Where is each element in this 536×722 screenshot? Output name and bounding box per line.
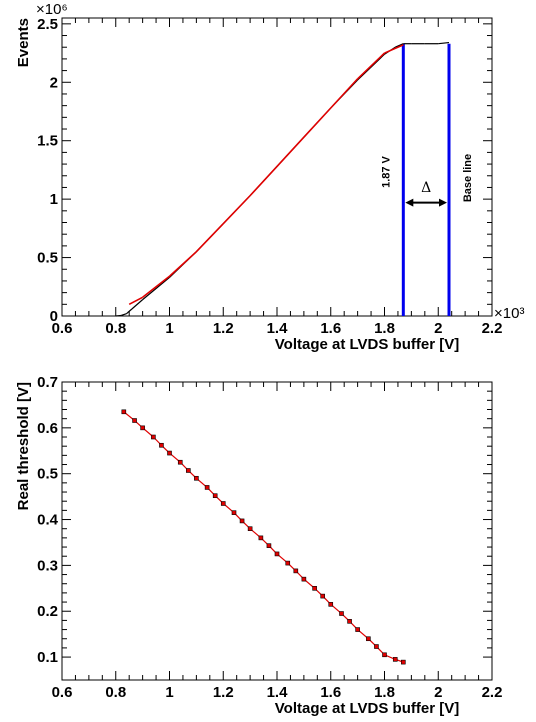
data-point xyxy=(258,535,264,541)
delta-arrowhead-right xyxy=(439,198,447,207)
data-point xyxy=(401,659,406,665)
data-point xyxy=(159,442,164,448)
x-axis-title: Voltage at LVDS buffer [V] xyxy=(275,700,459,717)
y-tick-label: 0.6 xyxy=(37,420,58,437)
data-point xyxy=(194,475,199,481)
data-point xyxy=(355,627,360,632)
fit-segment xyxy=(330,78,359,109)
x-axis-title: Voltage at LVDS buffer [V] xyxy=(275,336,459,353)
y-axis-multiplier: ×10⁶ xyxy=(36,1,68,18)
data-point xyxy=(220,501,226,506)
delta-label: Δ xyxy=(421,180,431,196)
data-point xyxy=(132,418,137,423)
fit-segment xyxy=(303,107,332,138)
events-segment xyxy=(142,276,170,301)
events-segment xyxy=(126,308,133,315)
y-tick-label: 0 xyxy=(50,308,58,325)
x-axis-multiplier: ×10³ xyxy=(494,305,524,322)
y-tick-label: 0.4 xyxy=(37,512,59,529)
x-tick-label: 1.4 xyxy=(267,684,289,701)
data-point xyxy=(231,510,237,515)
x-tick-label: 2 xyxy=(434,684,442,701)
data-point xyxy=(151,434,156,440)
label-1p87v: 1.87 V xyxy=(380,155,392,187)
data-point xyxy=(328,602,334,607)
x-tick-label: 1 xyxy=(165,320,173,337)
data-point xyxy=(293,568,299,574)
y-tick-label: 0.3 xyxy=(37,557,58,574)
data-point xyxy=(186,468,191,473)
x-tick-label: 2.2 xyxy=(482,684,503,701)
data-point xyxy=(312,586,317,591)
events-segment xyxy=(395,43,404,48)
delta-arrowhead-left xyxy=(405,198,414,207)
threshold-series xyxy=(121,409,406,665)
x-tick-label: 1.6 xyxy=(320,684,341,701)
fit-segment xyxy=(357,52,386,80)
data-point xyxy=(121,409,127,415)
data-point xyxy=(204,485,210,490)
fit-segment xyxy=(168,251,197,277)
y-tick-label: 2 xyxy=(50,74,58,91)
data-point xyxy=(374,644,379,649)
events-segment xyxy=(131,299,144,310)
events-segment xyxy=(357,53,385,81)
x-tick-label: 1.8 xyxy=(374,684,395,701)
data-point xyxy=(392,657,398,662)
y-tick-label: 0.5 xyxy=(37,250,58,267)
events-segment xyxy=(120,313,127,316)
data-point xyxy=(247,526,253,532)
label-base-line: Base line xyxy=(462,154,474,202)
fit-segment xyxy=(142,275,170,298)
data-point xyxy=(347,619,352,624)
x-tick-label: 0.8 xyxy=(105,320,126,337)
data-point xyxy=(366,636,371,642)
events-segment xyxy=(115,314,122,317)
y-tick-label: 0.5 xyxy=(37,466,58,483)
data-point xyxy=(167,450,172,456)
data-point xyxy=(177,459,183,465)
data-point xyxy=(320,593,325,599)
x-tick-label: 0.8 xyxy=(105,684,126,701)
data-point xyxy=(274,551,280,557)
y-axis-title: Events xyxy=(15,18,32,67)
y-tick-label: 0.2 xyxy=(37,603,58,620)
events-segment xyxy=(438,41,450,45)
y-tick-label: 2.5 xyxy=(37,16,58,33)
fit-segment xyxy=(276,136,305,167)
data-point xyxy=(339,611,344,616)
data-point xyxy=(212,493,218,498)
plot-frame xyxy=(61,381,493,681)
data-point xyxy=(239,518,245,524)
x-tick-label: 1.8 xyxy=(374,320,395,337)
x-tick-label: 1.6 xyxy=(320,320,341,337)
x-tick-label: 2 xyxy=(434,320,442,337)
x-tick-label: 2.2 xyxy=(482,320,503,337)
x-tick-label: 0.6 xyxy=(52,684,73,701)
fit-segment xyxy=(249,165,278,197)
y-tick-label: 1 xyxy=(50,191,58,208)
y-tick-label: 0.7 xyxy=(37,374,58,391)
data-series-events xyxy=(115,41,450,317)
y-tick-label: 1.5 xyxy=(37,133,58,150)
data-point xyxy=(266,543,272,548)
y-axis-title: Real threshold [V] xyxy=(15,382,32,510)
x-tick-label: 0.6 xyxy=(52,320,73,337)
fit-segment xyxy=(222,195,251,225)
fit-segment xyxy=(195,223,224,253)
data-point xyxy=(301,576,307,582)
fit-segment xyxy=(384,44,404,54)
y-tick-label: 0.1 xyxy=(37,649,58,666)
data-point xyxy=(140,425,145,431)
x-tick-label: 1 xyxy=(165,684,173,701)
x-tick-label: 1.2 xyxy=(213,684,234,701)
x-tick-label: 1.4 xyxy=(267,320,289,337)
fit-segment xyxy=(128,296,143,306)
fit-series xyxy=(128,44,404,306)
data-point xyxy=(285,560,291,566)
data-point xyxy=(382,652,387,658)
x-tick-label: 1.2 xyxy=(213,320,234,337)
